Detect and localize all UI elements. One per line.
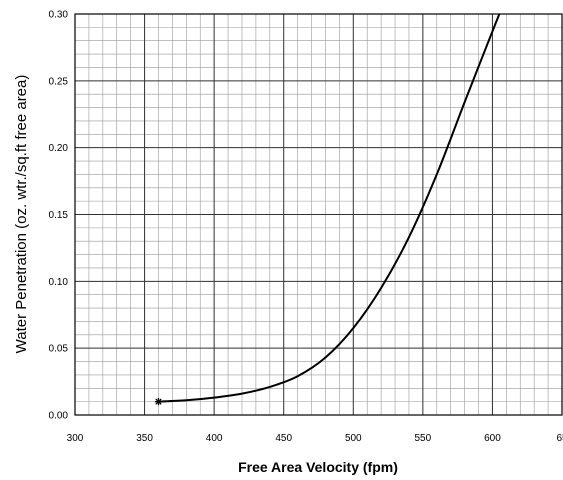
y-tick-label: 0.05 [49, 344, 69, 355]
x-tick-label: 500 [345, 433, 362, 444]
y-tick-label: 0.00 [49, 411, 69, 422]
x-axis-label: Free Area Velocity (fpm) [238, 459, 398, 475]
x-tick-label: 600 [484, 433, 501, 444]
y-tick-label: 0.25 [49, 76, 69, 87]
y-tick-label: 0.15 [49, 210, 69, 221]
x-tick-label: 550 [415, 433, 432, 444]
x-tick-label: 400 [206, 433, 223, 444]
series-line [158, 13, 501, 403]
y-tick-label: 0.30 [49, 10, 69, 21]
series-layer [154, 13, 501, 406]
x-tick-labels: 300 350 400 450 500 550 600 65 [67, 433, 563, 444]
y-tick-label: 0.10 [49, 277, 69, 288]
start-point-marker [154, 398, 163, 406]
major-grid [74, 13, 563, 416]
x-tick-label: 350 [136, 433, 153, 444]
x-tick-label: 300 [67, 433, 84, 444]
x-tick-label: 65 [556, 433, 563, 444]
y-tick-labels: 0.00 0.05 0.10 0.15 0.20 0.25 0.30 [49, 10, 69, 422]
y-tick-label: 0.20 [49, 143, 69, 154]
plot-frame [74, 13, 563, 416]
x-tick-label: 450 [275, 433, 292, 444]
y-axis-label: Water Penetration (oz. wtr./sq.ft free a… [13, 75, 30, 354]
